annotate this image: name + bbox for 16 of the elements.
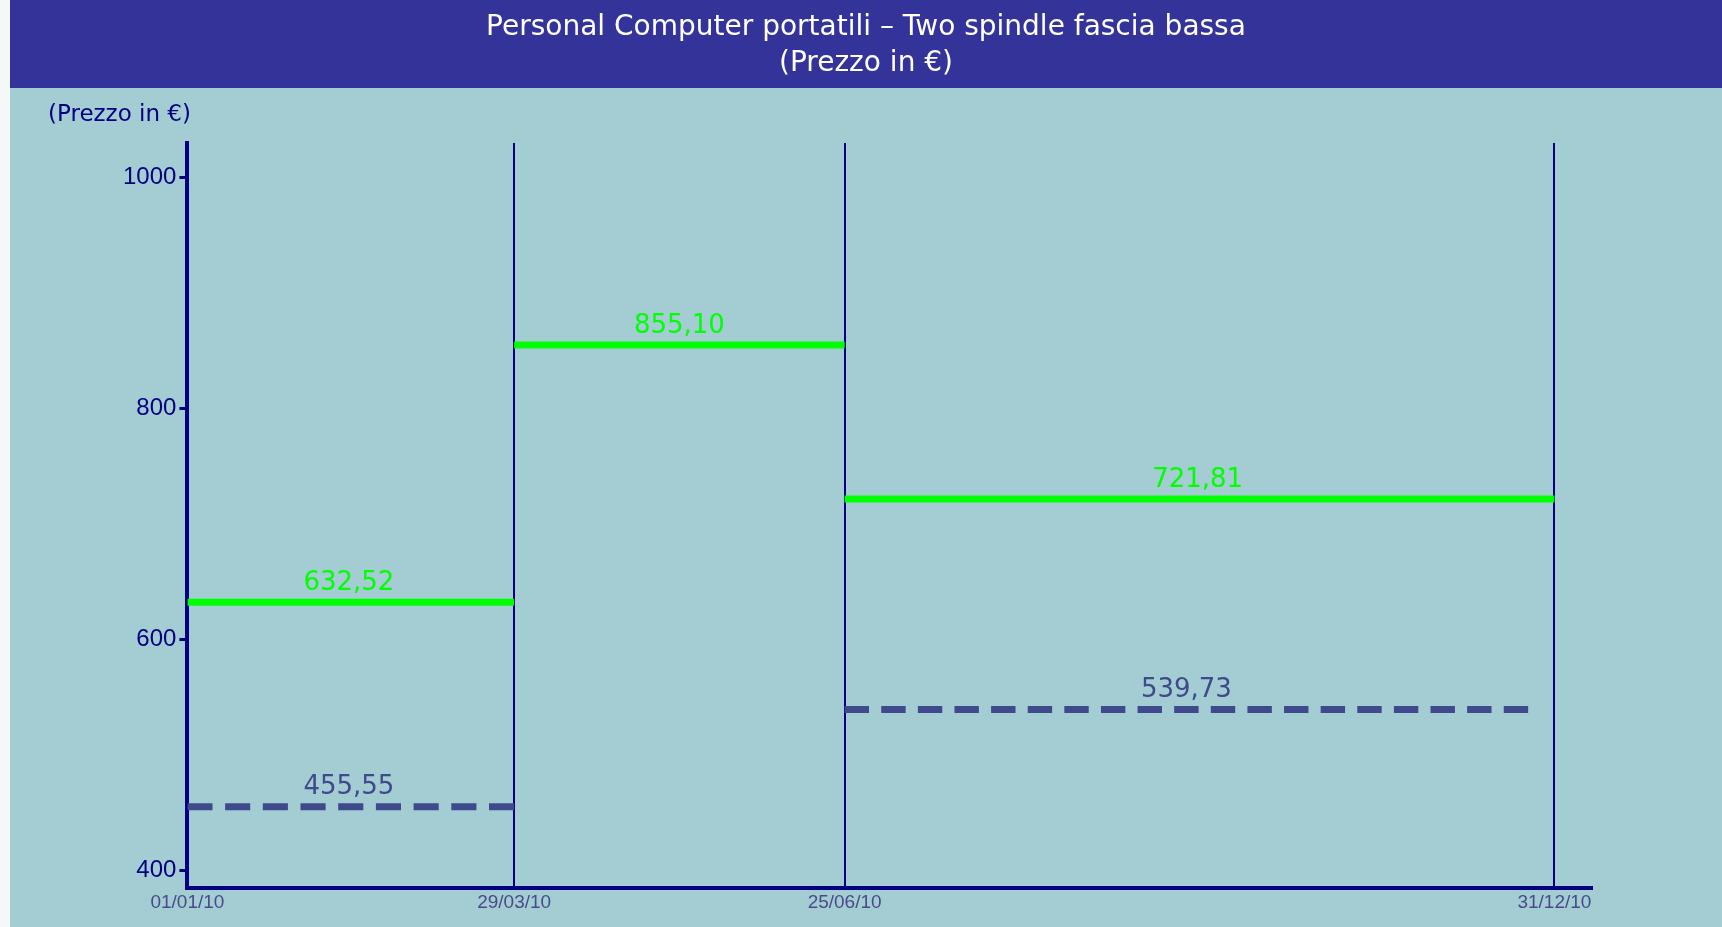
data-label: 855,10 <box>633 308 725 339</box>
x-tick-label: 25/06/10 <box>807 890 882 912</box>
y-tick-label: 800 <box>136 393 177 421</box>
x-tick-label: 29/03/10 <box>477 890 552 912</box>
chart-subtitle: (Prezzo in €) <box>778 44 954 80</box>
chart-title: Personal Computer portatili – Two spindle fascia bassa <box>485 8 1247 44</box>
data-label: 632,52 <box>303 565 395 596</box>
y-tick-label: 1000 <box>123 162 177 190</box>
x-tick-label: 31/12/10 <box>1517 890 1592 912</box>
data-label: 455,55 <box>303 770 395 801</box>
y-tick-label: 400 <box>136 855 177 883</box>
y-tick-label: 600 <box>136 624 177 652</box>
x-tick-label: 01/01/10 <box>150 890 225 912</box>
data-label: 539,73 <box>1140 673 1232 704</box>
y-axis-title: (Prezzo in €) <box>48 100 191 126</box>
data-label: 721,81 <box>1152 462 1244 493</box>
